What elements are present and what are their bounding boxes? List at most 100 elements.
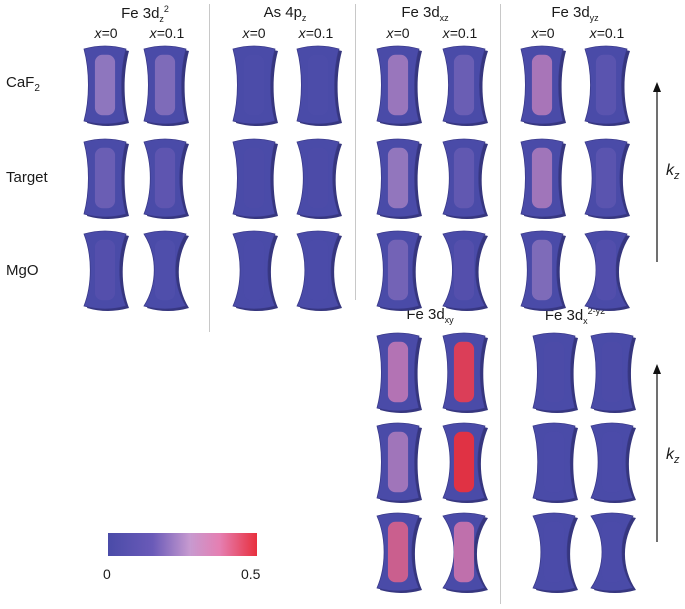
fermi-surface-as4pz-r1-c1	[296, 138, 342, 219]
fermi-surface-as4pz-r0-c1-body	[296, 45, 340, 125]
colorbar-max-label: 0.5	[241, 566, 261, 582]
fermi-surface-fe3dx2y2-r1-c0-body	[532, 422, 576, 502]
fermi-surface-fe3dxz-r0-c0	[376, 45, 422, 126]
fermi-surface-fe3dx2y2-r0-c1-body	[590, 332, 634, 412]
fermi-surface-fe3dxz-r0-c1-body	[442, 45, 486, 125]
fermi-surface-fe3dx2y2-r0-c1-weight	[601, 341, 623, 403]
x-label-1-p1: x=0.1	[149, 25, 185, 41]
row-label-mgo: MgO	[6, 262, 39, 279]
fermi-surface-as4pz-r0-c0	[232, 45, 278, 126]
fermi-surface-fe3dyz-r2-c1	[584, 230, 630, 311]
fermi-surface-fe3dz2-r2-c1	[143, 230, 189, 311]
panel-title-fe-3dxy: Fe 3dxy	[406, 306, 454, 325]
panel-title-as-4pz: As 4pz	[263, 4, 307, 23]
fermi-surface-fe3dz2-r1-c0-body	[83, 138, 127, 218]
kz-label-top: kz	[666, 162, 680, 183]
fermi-surface-fe3dxy-r0-c0	[376, 332, 422, 413]
fermi-surface-fe3dz2-r1-c0-weight	[94, 147, 116, 209]
fermi-surface-as4pz-r1-c0	[232, 138, 278, 219]
fermi-surface-as4pz-r1-c0-weight	[243, 147, 265, 209]
fermi-surface-fe3dxy-r0-c1-weight	[453, 341, 475, 403]
fermi-surface-fe3dx2y2-r2-c1	[590, 512, 636, 593]
fermi-surface-as4pz-r2-c1	[296, 230, 342, 311]
fermi-surface-fe3dyz-r2-c0	[520, 230, 566, 311]
fermi-surface-as4pz-r2-c0-weight	[243, 239, 265, 301]
divider-2	[355, 4, 356, 300]
fermi-surface-fe3dz2-r0-c0-weight	[94, 54, 116, 116]
fermi-surface-fe3dxy-r0-c1	[442, 332, 488, 413]
colorbar	[108, 533, 257, 556]
fermi-surface-fe3dx2y2-r2-c1-body	[590, 512, 634, 592]
fermi-surface-fe3dx2y2-r2-c0-weight	[543, 521, 565, 583]
kz-label-bottom: kz	[666, 446, 680, 467]
row-label-target: Target	[6, 169, 48, 186]
fermi-surface-as4pz-r0-c1	[296, 45, 342, 126]
fermi-surface-fe3dxz-r2-c1-weight	[453, 239, 475, 301]
fermi-surface-fe3dyz-r1-c0-weight	[531, 147, 553, 209]
x-label-0-p3: x=0	[386, 25, 410, 41]
fermi-surface-fe3dx2y2-r1-c0	[532, 422, 578, 503]
fermi-surface-fe3dz2-r1-c1-weight	[154, 147, 176, 209]
fermi-surface-fe3dx2y2-r0-c0	[532, 332, 578, 413]
fermi-surface-fe3dz2-r1-c0	[83, 138, 129, 219]
fermi-surface-fe3dxz-r2-c0	[376, 230, 422, 311]
fermi-surface-fe3dx2y2-r2-c0	[532, 512, 578, 593]
divider-1	[209, 4, 210, 332]
fermi-surface-as4pz-r2-c1-weight	[307, 239, 329, 301]
fermi-surface-fe3dxz-r2-c1	[442, 230, 488, 311]
x-label-0-p4: x=0	[531, 25, 555, 41]
fermi-surface-as4pz-r2-c0	[232, 230, 278, 311]
fermi-surface-fe3dx2y2-r0-c0-weight	[543, 341, 565, 403]
fermi-surface-fe3dxz-r1-c1-body	[442, 138, 486, 218]
fermi-surface-fe3dz2-r2-c1-body	[143, 230, 187, 310]
fermi-surface-fe3dyz-r0-c1	[584, 45, 630, 126]
colorbar-min-label: 0	[103, 566, 111, 582]
fermi-surface-fe3dxy-r2-c0	[376, 512, 422, 593]
fermi-surface-fe3dyz-r1-c1-body	[584, 138, 628, 218]
fermi-surface-fe3dxy-r2-c0-weight	[387, 521, 409, 583]
x-label-1-p3: x=0.1	[442, 25, 478, 41]
fermi-surface-fe3dz2-r1-c1-body	[143, 138, 187, 218]
fermi-surface-fe3dxy-r1-c0	[376, 422, 422, 503]
fermi-surface-fe3dxz-r0-c0-weight	[387, 54, 409, 116]
fermi-surface-as4pz-r0-c0-body	[232, 45, 276, 125]
row-label-caf2: CaF2	[6, 74, 40, 94]
fermi-surface-fe3dz2-r2-c0-weight	[94, 239, 116, 301]
x-label-0-p2: x=0	[242, 25, 266, 41]
fermi-surface-fe3dz2-r2-c0-body	[83, 230, 127, 310]
fermi-surface-fe3dxz-r1-c0-weight	[387, 147, 409, 209]
divider-3	[500, 4, 501, 604]
fermi-surface-fe3dxy-r1-c0-weight	[387, 431, 409, 493]
fermi-surface-fe3dz2-r2-c1-weight	[154, 239, 176, 301]
fermi-surface-fe3dyz-r0-c0-weight	[531, 54, 553, 116]
fermi-surface-as4pz-r1-c1-weight	[307, 147, 329, 209]
fermi-surface-as4pz-r0-c1-weight	[307, 54, 329, 116]
surfaces-group	[83, 45, 636, 593]
fermi-surface-fe3dxz-r2-c0-body	[376, 230, 420, 310]
fermi-surface-fe3dxz-r2-c1-body	[442, 230, 486, 310]
fermi-surface-fe3dyz-r2-c1-body	[584, 230, 628, 310]
fermi-surface-fe3dx2y2-r0-c0-body	[532, 332, 576, 412]
fermi-surface-fe3dx2y2-r0-c1	[590, 332, 636, 413]
fermi-surface-fe3dyz-r0-c0	[520, 45, 566, 126]
fermi-surface-fe3dx2y2-r2-c1-weight	[601, 521, 623, 583]
x-label-1-p4: x=0.1	[589, 25, 625, 41]
fermi-surface-fe3dyz-r1-c1-weight	[595, 147, 617, 209]
fermi-surface-as4pz-r1-c0-body	[232, 138, 276, 218]
fermi-surface-fe3dxy-r1-c1	[442, 422, 488, 503]
fermi-surface-fe3dx2y2-r1-c1-weight	[601, 431, 623, 493]
fermi-surface-fe3dxz-r0-c1-weight	[453, 54, 475, 116]
fermi-surface-fe3dxy-r2-c1	[442, 512, 488, 593]
fermi-surface-fe3dyz-r0-c1-weight	[595, 54, 617, 116]
x-label-0-p1: x=0	[94, 25, 118, 41]
fermi-surface-fe3dz2-r0-c0	[83, 45, 129, 126]
fermi-surface-fe3dyz-r1-c0	[520, 138, 566, 219]
fermi-surface-fe3dz2-r0-c1	[143, 45, 189, 126]
fermi-surface-fe3dxz-r1-c1	[442, 138, 488, 219]
fermi-surface-fe3dxy-r1-c1-weight	[453, 431, 475, 493]
fermi-surface-fe3dx2y2-r1-c1	[590, 422, 636, 503]
x-label-1-p2: x=0.1	[298, 25, 334, 41]
fermi-surface-fe3dyz-r1-c1	[584, 138, 630, 219]
